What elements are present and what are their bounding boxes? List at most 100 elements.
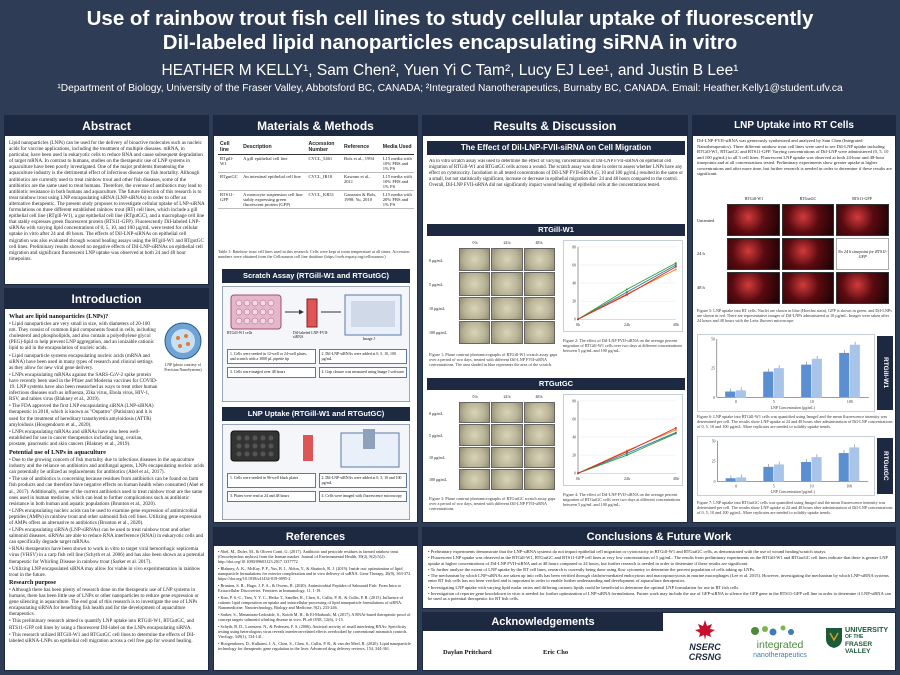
intro-aquaculture-item: • LNPs encapsulating siRNA (LNP-siRNAs) … [9, 527, 204, 546]
reference-item: • Sarker, S., Menanteau-Ledouble, S., Ko… [218, 612, 411, 622]
uptake-steps: 1. Cells were seeded in 96-well black pl… [227, 473, 407, 503]
intro-aquaculture-item: • The use of antibiotics is concerning b… [9, 476, 204, 507]
intro-aquaculture-item: • LNPs encapsulating nucleic acids can b… [9, 507, 202, 526]
rtgut-col-label: 24 h [503, 394, 511, 399]
table-cell: RTgutGC [218, 172, 242, 191]
lnp-particle-icon [164, 322, 202, 360]
lnp-uptake-method-heading: LNP Uptake (RTGill-W1 and RTGutGC) [222, 407, 410, 421]
reference-item: • Kuo, P. S.-C., Tam, Y. Y. C., Heiko T.… [218, 595, 404, 610]
lnp-image-label: LNP (photo courtesy of Precision NanoSys… [164, 363, 202, 372]
conclusions-list: • Preliminary experiments demonstrate th… [428, 549, 892, 607]
rtgill-micrograph [491, 248, 523, 272]
rtgut-side-label: RTGutGC [877, 438, 893, 494]
authors: HEATHER M KELLY¹, Sam Chen², Yuen Yi C T… [161, 62, 739, 79]
fluorescence-micrograph [836, 204, 889, 236]
x-tick-label: 10 [810, 400, 814, 404]
rtgill-migration-chart: 0h 24h 48h 0 20 40 60 80 [563, 240, 683, 332]
nserc-logo: NSERC CRSNG [675, 619, 735, 667]
fig4-caption: Figure 4: The effect of DiI-LNP FVII-siR… [563, 492, 681, 507]
y-tick-label: 40 [572, 436, 576, 440]
conclusions-panel: Conclusions & Future Work • Preliminary … [422, 527, 896, 609]
x-tick-label: 100 [847, 400, 853, 404]
references-heading: References [214, 528, 417, 546]
fluorescence-row-label: 48 h [697, 284, 705, 290]
y-tick-label: 25 [712, 460, 716, 464]
references-panel: References • Abel, M., Dufer, M., & Oliv… [213, 527, 418, 671]
bar [849, 344, 860, 398]
x-tick-label: 48h [673, 323, 679, 327]
y-tick-label: 0 [713, 396, 715, 400]
intro-lnp-item: • LNPs encapsulating mRNAs against the S… [9, 371, 158, 403]
table-cell: L15 media with 20% FBS and 1% PS [380, 190, 414, 209]
rtgill-col-label: 48 h [535, 240, 543, 245]
table-cell: CVCL_IR18 [306, 172, 342, 191]
fluorescence-micrograph [727, 204, 780, 236]
y-tick-label: 80 [572, 399, 576, 403]
fluorescence-col-label: RTS11-GFP [852, 196, 872, 201]
introduction-heading: Introduction [5, 289, 208, 309]
introduction-panel: Introduction What are lipid nanoparticle… [4, 288, 209, 671]
introduction-body: What are lipid nanoparticles (LNPs)? • L… [9, 312, 205, 668]
fluorescence-micrograph [781, 204, 835, 236]
reference-item: • Brunton, S. R., Hugo, J. F. A., & Owen… [218, 583, 401, 593]
ufv-shield-icon [826, 628, 842, 648]
fluorescence-row-label: Untreated [697, 218, 715, 224]
integrated-nanotherapeutics-logo: integrated nanotherapeutics [741, 619, 819, 667]
rtgill-col-label: 0 h [472, 240, 478, 245]
y-tick-label: 25 [711, 367, 715, 371]
uptake-panel: LNP Uptake into RT Cells DiI-LNP-FVII-si… [692, 115, 896, 523]
scratch-step: 1. Cells were seeded in 12-well or 24-we… [227, 349, 316, 365]
data-point [577, 318, 579, 321]
data-point [625, 450, 628, 453]
x-tick-label: 24h [624, 477, 630, 481]
y-tick-label: 60 [572, 417, 576, 421]
rtgut-micrograph-figure: 0 h 24 h 48 h 0 µg/mL 5 µg/mL 10 µg/mL 100 µg… [429, 394, 559, 494]
fluorescence-micrograph: No 24 h timepoint for RTS11-GFP [836, 238, 889, 270]
table-cell: An intestinal epithelial cell line [241, 172, 307, 191]
bar [839, 352, 850, 398]
intro-lnp-list: • Lipid nanoparticles are very small in … [9, 321, 158, 448]
poster-header: Use of rainbow trout fish cell lines to … [0, 0, 900, 108]
data-point [674, 268, 677, 271]
bar [725, 478, 736, 482]
intro-lnp-item: • Lipid nanoparticles are very small in … [9, 321, 156, 352]
fig3-caption: Figure 3: Phase contrast photomicrograph… [429, 496, 556, 511]
rtgill-row-label: 0 µg/mL [429, 257, 443, 263]
data-point [625, 288, 628, 291]
y-tick-label: 0 [574, 472, 576, 476]
table-cell: A monocyte suspension cell line stably e… [241, 190, 307, 209]
rtgut-col-label: 48 h [535, 394, 543, 399]
reference-item: • Schyth, B. D., Lorenzen, N., & Pederse… [218, 624, 408, 639]
scratch-step: 4. Gap closure was measured using Image … [318, 367, 407, 379]
results-heading: Results & Discussion [423, 116, 687, 136]
rtgill-uptake-bar-chart: 0 25 50 0 5 10 100 LNP Concentration (µg/mL) [697, 334, 875, 412]
reference-item: • Abel, M., Dufer, M., & Oliveri Conti, … [218, 549, 399, 564]
crsng-text: CRSNG [688, 652, 722, 662]
conclusion-item: • To further analyze the extent of LNP u… [428, 566, 755, 572]
fluorescence-col-label: RTGill-W1 [744, 196, 764, 201]
data-point [674, 427, 677, 429]
intro-aquaculture-item: • Utilizing LNP encapsulated siRNA may a… [9, 565, 201, 578]
bar [773, 464, 784, 482]
x-axis-label: LNP Concentration (µg/mL) [771, 406, 816, 410]
rtgill-micrograph [491, 272, 523, 296]
table-cell: L15 media with 10% FBS and 1% PS [380, 154, 414, 173]
maple-leaf-icon [695, 620, 715, 640]
uptake-method-diagram: 1. Cells were seeded in 96-well black pl… [222, 424, 410, 520]
table-header-cell: Reference [342, 140, 381, 155]
data-point [674, 262, 677, 265]
abstract-body: Lipid nanoparticles (LNPs) can be used f… [9, 140, 205, 262]
conclusion-item: • Investigation of reporter gene knockdo… [428, 591, 891, 602]
bar [801, 461, 812, 482]
rtgut-micrograph [459, 424, 491, 446]
bar [801, 364, 812, 398]
methods-panel: Materials & Methods Cell line Description… [213, 115, 418, 523]
x-tick-label: 100 [846, 484, 852, 488]
y-tick-label: 0 [714, 480, 716, 484]
data-point [625, 293, 628, 296]
fluorescence-micrograph [836, 272, 889, 304]
intro-aquaculture-list: • Due to the growing concern of fish mor… [9, 457, 205, 578]
x-axis-label: LNP Concentration (µg/mL) [771, 490, 816, 494]
table-cell: Kawano et al., 2011 [342, 172, 381, 191]
integrated-text: integrated [756, 639, 804, 651]
